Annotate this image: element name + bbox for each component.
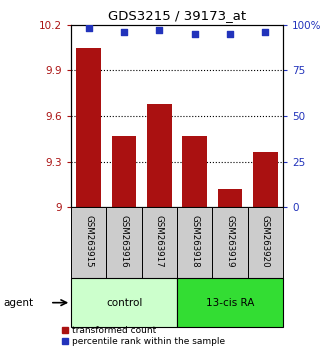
Text: GSM263919: GSM263919 [225, 215, 235, 267]
Bar [177, 207, 213, 278]
Point [121, 29, 127, 35]
Text: GSM263915: GSM263915 [84, 215, 93, 267]
Point [86, 25, 91, 31]
Bar [112, 136, 136, 207]
Point [192, 31, 197, 37]
Bar [142, 207, 177, 278]
Bar [107, 207, 142, 278]
Legend: transformed count, percentile rank within the sample: transformed count, percentile rank withi… [58, 322, 229, 349]
Text: GSM263920: GSM263920 [261, 215, 270, 267]
Point [227, 31, 233, 37]
Bar [248, 207, 283, 278]
Bar [218, 189, 242, 207]
Bar [71, 278, 177, 327]
Text: GSM263916: GSM263916 [119, 215, 129, 267]
Text: GSM263917: GSM263917 [155, 215, 164, 267]
Point [157, 27, 162, 33]
Point [263, 29, 268, 35]
Bar [177, 278, 283, 327]
Text: control: control [106, 298, 142, 308]
Text: 13-cis RA: 13-cis RA [206, 298, 254, 308]
Bar [71, 207, 107, 278]
Bar [253, 152, 278, 207]
Text: GSM263918: GSM263918 [190, 215, 199, 267]
Text: GDS3215 / 39173_at: GDS3215 / 39173_at [108, 9, 246, 22]
Text: agent: agent [3, 298, 33, 308]
Bar [76, 47, 101, 207]
Bar [182, 136, 207, 207]
Bar [213, 207, 248, 278]
Bar [147, 104, 172, 207]
